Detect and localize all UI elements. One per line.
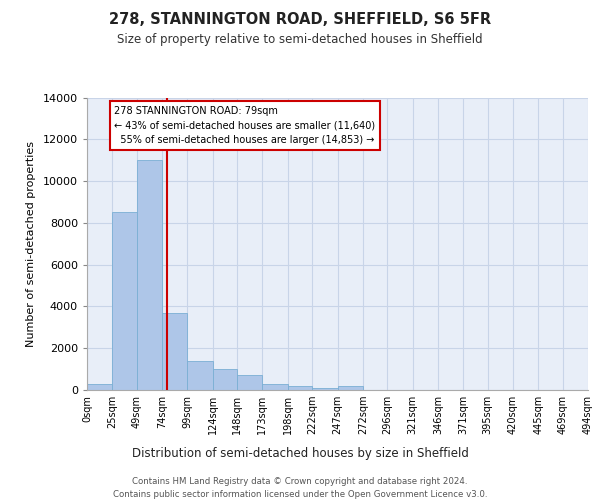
Bar xyxy=(288,386,312,390)
Text: Contains HM Land Registry data © Crown copyright and database right 2024.: Contains HM Land Registry data © Crown c… xyxy=(132,478,468,486)
Text: Distribution of semi-detached houses by size in Sheffield: Distribution of semi-detached houses by … xyxy=(131,448,469,460)
Text: Size of property relative to semi-detached houses in Sheffield: Size of property relative to semi-detach… xyxy=(117,32,483,46)
Bar xyxy=(187,361,213,390)
Bar xyxy=(262,384,288,390)
Bar xyxy=(162,312,187,390)
Text: 278, STANNINGTON ROAD, SHEFFIELD, S6 5FR: 278, STANNINGTON ROAD, SHEFFIELD, S6 5FR xyxy=(109,12,491,28)
Bar xyxy=(112,212,137,390)
Bar xyxy=(237,376,262,390)
Bar xyxy=(87,384,112,390)
Bar xyxy=(137,160,162,390)
Y-axis label: Number of semi-detached properties: Number of semi-detached properties xyxy=(26,141,36,347)
Text: 278 STANNINGTON ROAD: 79sqm
← 43% of semi-detached houses are smaller (11,640)
 : 278 STANNINGTON ROAD: 79sqm ← 43% of sem… xyxy=(115,106,376,146)
Bar xyxy=(337,386,363,390)
Bar xyxy=(312,388,338,390)
Text: Contains public sector information licensed under the Open Government Licence v3: Contains public sector information licen… xyxy=(113,490,487,499)
Bar xyxy=(213,369,237,390)
